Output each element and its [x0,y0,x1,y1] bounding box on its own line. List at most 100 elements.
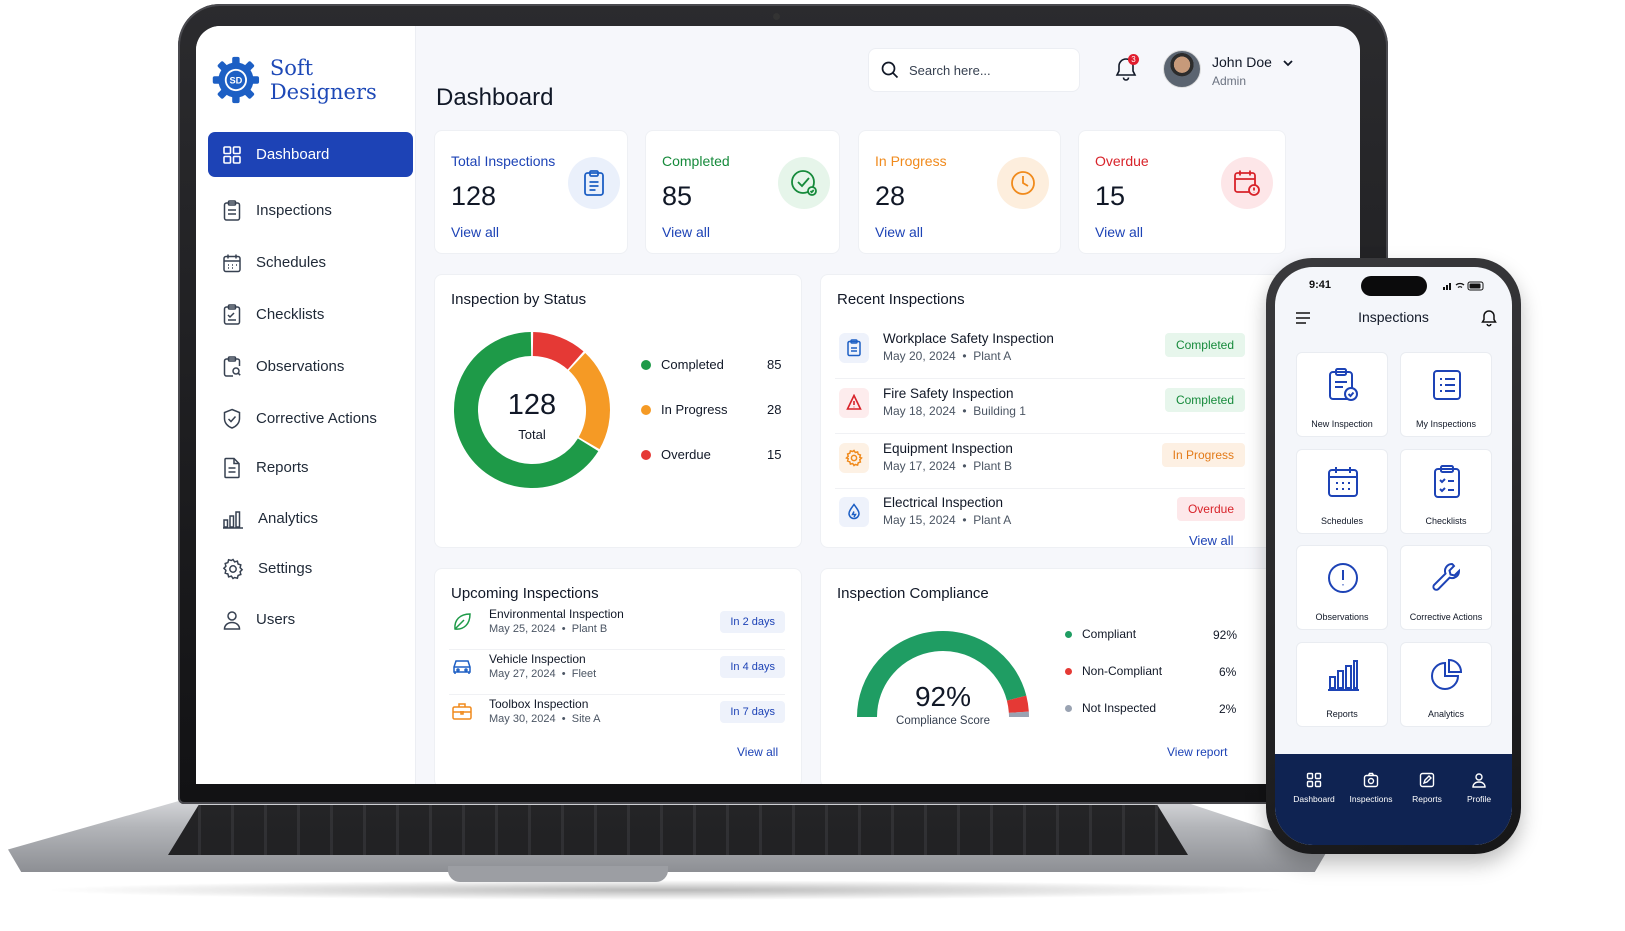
stat-card-overdue[interactable]: Overdue 15 View all [1078,130,1286,254]
tile-observations[interactable]: Observations [1296,545,1388,630]
view-all-link[interactable]: View all [662,224,710,240]
sidebar-item-label: Analytics [258,510,319,527]
tile-new-inspection[interactable]: New Inspection [1296,352,1388,437]
stat-card-in-progress[interactable]: In Progress 28 View all [858,130,1061,254]
view-report-link[interactable]: View report [1167,745,1228,759]
stat-icon-circle [778,157,830,209]
clipboard-icon [223,199,241,221]
legend-compliant: Compliant [1065,627,1136,641]
hamburger-menu-icon[interactable] [1295,311,1311,325]
stat-card-total[interactable]: Total Inspections 128 View all [434,130,628,254]
donut-slice-overdue [532,332,584,370]
bell-icon[interactable] [1481,309,1497,327]
report-icon [224,457,240,478]
tab-reports[interactable]: Reports [1399,772,1455,804]
toolbox-icon [452,703,472,720]
inspection-place: Plant B [571,623,608,635]
view-all-link[interactable]: View all [1189,533,1234,548]
sidebar-item-label: Schedules [256,254,327,271]
recent-row[interactable]: Equipment Inspection May 17, 2024 • Plan… [835,435,1245,489]
legend-dot [641,404,651,415]
sidebar-item-checklists[interactable]: Checklists [208,292,413,337]
card-title: Inspection by Status [451,291,587,308]
upcoming-row[interactable]: Toolbox Inspection May 30, 2024 • Site A… [449,695,785,740]
recent-row[interactable]: Workplace Safety Inspection May 20, 2024… [835,325,1245,379]
chevron-down-icon[interactable] [1282,58,1294,68]
gauge-segment-compliant [857,631,1027,718]
avatar[interactable] [1163,50,1201,88]
due-badge: In 7 days [720,701,785,723]
camera-icon [1363,772,1379,788]
inspection-date: May 27, 2024 [489,668,556,680]
status-badge: Overdue [1176,497,1245,521]
inspection-date: May 20, 2024 [883,349,956,363]
status-badge: In Progress [1161,443,1245,467]
logo-text: SD [229,76,242,86]
gauge-segment-non-compliant [1006,695,1029,714]
ri-icon-box [839,388,869,418]
inspection-date: May 15, 2024 [883,513,956,527]
sidebar-item-reports[interactable]: Reports [208,445,413,490]
legend-value: 6% [1219,665,1237,679]
inspection-place: Plant A [973,513,1012,527]
upcoming-row[interactable]: Environmental Inspection May 25, 2024 • … [449,605,785,650]
recent-row[interactable]: Electrical Inspection May 15, 2024 • Pla… [835,489,1245,543]
view-all-link[interactable]: View all [737,745,779,759]
calendar-icon [223,254,241,272]
donut-center-label: Total [518,427,546,442]
inspection-meta: May 17, 2024 • Plant B [883,459,1012,473]
tab-inspections[interactable]: Inspections [1343,772,1399,804]
inspection-name: Vehicle Inspection [489,652,586,666]
ri-icon-box [839,333,869,363]
tile-analytics[interactable]: Analytics [1400,642,1492,727]
phone-tab-bar: Dashboard Inspections Reports Profile [1275,754,1512,845]
search-input[interactable] [909,62,1059,78]
tab-dashboard[interactable]: Dashboard [1286,772,1342,804]
stat-icon-circle [568,157,620,209]
clipboard-icon [584,170,604,196]
dynamic-island [1361,276,1427,296]
sidebar-item-inspections[interactable]: Inspections [208,188,413,233]
view-all-link[interactable]: View all [1095,224,1143,240]
gear-logo-icon: SD [212,56,260,104]
page-title: Dashboard [436,84,554,111]
sidebar-item-settings[interactable]: Settings [208,546,413,591]
sidebar-item-corrective-actions[interactable]: Corrective Actions [208,396,413,441]
sidebar-item-label: Settings [258,560,313,577]
view-all-link[interactable]: View all [451,224,499,240]
compliance-score: 92% [914,681,972,712]
stat-icon-circle [997,157,1049,209]
sidebar-item-schedules[interactable]: Schedules [208,240,413,285]
card-title: Upcoming Inspections [451,585,599,602]
sidebar-item-dashboard[interactable]: Dashboard [208,132,413,177]
tab-profile[interactable]: Profile [1451,772,1507,804]
tile-schedules[interactable]: Schedules [1296,449,1388,534]
tile-reports[interactable]: Reports [1296,642,1388,727]
sidebar-item-analytics[interactable]: Analytics [208,496,413,541]
check-circle-icon [791,170,817,196]
sidebar-item-observations[interactable]: Observations [208,344,413,389]
user-icon [223,610,241,630]
bar-chart-icon [1328,660,1359,691]
upcoming-row[interactable]: Vehicle Inspection May 27, 2024 • Fleet … [449,650,785,695]
inspection-date: May 17, 2024 [883,459,956,473]
tile-corrective-actions[interactable]: Corrective Actions [1400,545,1492,630]
tile-checklists[interactable]: Checklists [1400,449,1492,534]
legend-non-compliant: Non-Compliant [1065,664,1162,678]
drop-icon [848,503,860,520]
brand[interactable]: SD Soft Designers [210,52,415,108]
recent-inspections-card: Recent Inspections Workplace Safety Insp… [820,274,1280,548]
tab-label: Dashboard [1293,794,1335,804]
view-all-link[interactable]: View all [875,224,923,240]
legend-label: Overdue [661,447,711,462]
stat-card-completed[interactable]: Completed 85 View all [645,130,840,254]
tile-my-inspections[interactable]: My Inspections [1400,352,1492,437]
sidebar-item-users[interactable]: Users [208,597,413,642]
laptop-shadow [40,880,1290,900]
clock-icon [1011,171,1035,195]
status-badge: Completed [1164,388,1245,412]
inspection-date: May 30, 2024 [489,713,556,725]
recent-row[interactable]: Fire Safety Inspection May 18, 2024 • Bu… [835,380,1245,434]
search-box[interactable] [868,48,1080,92]
user-name[interactable]: John Doe [1212,54,1272,70]
